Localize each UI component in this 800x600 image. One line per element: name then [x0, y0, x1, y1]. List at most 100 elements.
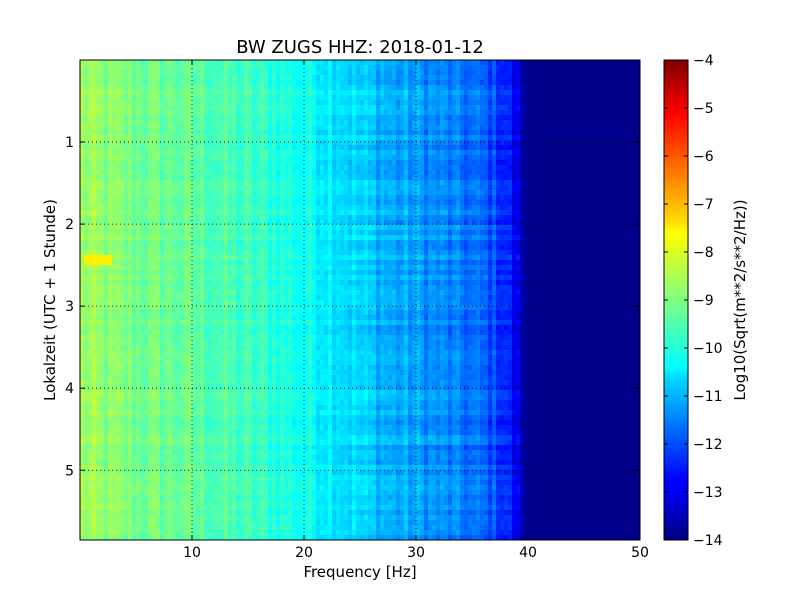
heatmap-cell — [232, 250, 237, 256]
heatmap-cell — [176, 225, 181, 231]
heatmap-cell — [88, 430, 93, 436]
heatmap-cell — [92, 110, 97, 116]
heatmap-cell — [228, 535, 233, 540]
heatmap-cell — [184, 450, 189, 456]
heatmap-cell — [268, 370, 273, 376]
heatmap-cell — [128, 280, 133, 286]
heatmap-cell — [144, 170, 149, 176]
heatmap-cell — [100, 365, 105, 371]
heatmap-cell — [208, 65, 213, 71]
heatmap-cell — [84, 165, 89, 171]
heatmap-cell — [220, 250, 225, 256]
heatmap-cell — [144, 440, 149, 446]
heatmap-cell — [124, 95, 129, 101]
heatmap-cell — [240, 480, 245, 486]
heatmap-cell — [212, 395, 217, 401]
heatmap-cell — [160, 200, 165, 206]
heatmap-cell — [112, 355, 117, 361]
heatmap-cell — [124, 280, 129, 286]
heatmap-cell — [112, 520, 117, 526]
heatmap-cell — [192, 60, 197, 66]
heatmap-cell — [148, 115, 153, 121]
heatmap-cell — [176, 290, 181, 296]
heatmap-cell — [132, 415, 137, 421]
heatmap-cell — [84, 215, 89, 221]
heatmap-cell — [108, 320, 113, 326]
heatmap-cell — [272, 70, 277, 76]
heatmap-cell — [164, 180, 169, 186]
heatmap-cell — [80, 410, 85, 416]
heatmap-cell — [192, 315, 197, 321]
heatmap-cell — [216, 535, 221, 540]
heatmap-cell — [192, 515, 197, 521]
heatmap-cell — [280, 530, 285, 536]
heatmap-cell — [256, 285, 261, 291]
heatmap-cell — [160, 295, 165, 301]
heatmap-cell — [200, 385, 205, 391]
heatmap-cell — [228, 195, 233, 201]
heatmap-cell — [248, 405, 253, 411]
heatmap-cell — [136, 315, 141, 321]
heatmap-cell — [216, 320, 221, 326]
heatmap-cell — [196, 265, 201, 271]
heatmap-cell — [228, 245, 233, 251]
heatmap-cell — [104, 415, 109, 421]
heatmap-cell — [132, 510, 137, 516]
heatmap-cell — [276, 210, 281, 216]
heatmap-cell — [276, 355, 281, 361]
heatmap-cell — [208, 370, 213, 376]
heatmap-cell — [248, 535, 253, 540]
heatmap-cell — [220, 535, 225, 540]
heatmap-cell — [188, 385, 193, 391]
heatmap-cell — [244, 185, 249, 191]
heatmap-cell — [228, 450, 233, 456]
heatmap-cell — [180, 410, 185, 416]
heatmap-cell — [232, 515, 237, 521]
heatmap-cell — [280, 70, 285, 76]
heatmap-cell — [104, 280, 109, 286]
heatmap-cell — [112, 70, 117, 76]
heatmap-cell — [80, 445, 85, 451]
heatmap-cell — [164, 245, 169, 251]
heatmap-cell — [216, 280, 221, 286]
heatmap-cell — [192, 70, 197, 76]
heatmap-cell — [228, 390, 233, 396]
heatmap-cell — [272, 150, 277, 156]
heatmap-cell — [160, 185, 165, 191]
heatmap-cell — [188, 215, 193, 221]
heatmap-cell — [192, 370, 197, 376]
heatmap-cell — [260, 440, 265, 446]
heatmap-cell — [128, 460, 133, 466]
heatmap-cell — [116, 370, 121, 376]
heatmap-cell — [252, 370, 257, 376]
heatmap-cell — [176, 350, 181, 356]
heatmap-cell — [160, 265, 165, 271]
heatmap-cell — [124, 365, 129, 371]
heatmap-cell — [136, 220, 141, 226]
heatmap-cell — [256, 405, 261, 411]
heatmap-cell — [192, 100, 197, 106]
heatmap-cell — [144, 115, 149, 121]
heatmap-cell — [140, 455, 145, 461]
heatmap-cell — [188, 525, 193, 531]
heatmap-cell — [276, 300, 281, 306]
heatmap-cell — [136, 195, 141, 201]
heatmap-cell — [136, 480, 141, 486]
heatmap-cell — [112, 380, 117, 386]
heatmap-cell — [92, 75, 97, 81]
heatmap-cell — [172, 195, 177, 201]
heatmap-cell — [276, 175, 281, 181]
heatmap-cell — [176, 375, 181, 381]
heatmap-cell — [244, 205, 249, 211]
heatmap-cell — [224, 425, 229, 431]
heatmap-cell — [116, 425, 121, 431]
heatmap-cell — [96, 500, 101, 506]
heatmap-cell — [96, 240, 101, 246]
heatmap-cell — [260, 275, 265, 281]
heatmap-cell — [108, 185, 113, 191]
heatmap-cell — [88, 340, 93, 346]
heatmap-cell — [276, 430, 281, 436]
heatmap-cell — [180, 335, 185, 341]
heatmap-cell — [160, 285, 165, 291]
heatmap-cell — [96, 410, 101, 416]
